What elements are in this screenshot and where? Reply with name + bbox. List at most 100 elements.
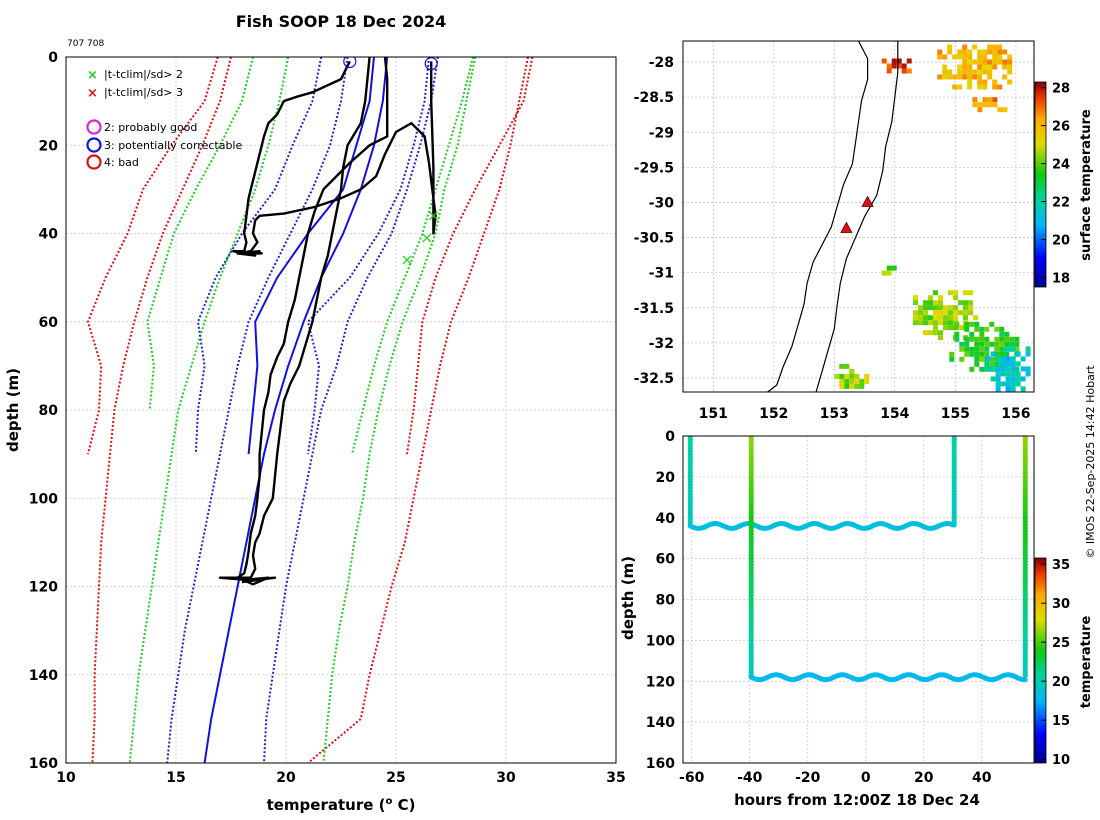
sst-pixel [964, 351, 970, 357]
sst-pixel [979, 351, 985, 357]
sst-pixel [1010, 386, 1016, 392]
clim-2sd-line [351, 57, 474, 455]
sst-pixel [947, 74, 953, 80]
profile-legend: × |t-tclim|/sd> 2 × |t-tclim|/sd> 3 2: p… [86, 68, 242, 170]
sst-pixel [937, 74, 943, 80]
profile-ytick-label: 160 [29, 756, 58, 772]
map-ytick-label: -32.5 [634, 371, 674, 387]
sst-pixel [984, 346, 990, 352]
coastline [767, 41, 869, 392]
sst-pixel [1015, 351, 1021, 357]
sst-pixel [963, 300, 968, 306]
td-ytick-label: 0 [665, 429, 675, 445]
sst-pixel [954, 336, 960, 342]
map-xtick-label: 152 [759, 406, 788, 422]
sst-pixel [948, 325, 953, 331]
sst-pixel [963, 310, 968, 316]
sst-pixel [987, 102, 993, 108]
sst-pixel [1000, 356, 1006, 362]
sst-pixel [948, 320, 953, 326]
legend-marker-1: × [87, 86, 98, 101]
sst-pixel [1004, 331, 1010, 337]
sst-pixel [938, 310, 943, 316]
sst-pixel [997, 84, 1003, 90]
sst-pixel [1005, 346, 1011, 352]
sst-pixel [969, 321, 975, 327]
sst-pixel [1015, 361, 1021, 367]
sst-pixel [891, 265, 897, 271]
sst-pixel [1025, 346, 1031, 352]
td-ytick-label: 80 [656, 593, 676, 609]
legend-label-1: |t-tclim|/sd> 3 [104, 86, 183, 99]
sst-pixel [992, 102, 998, 108]
map-xtick-label: 151 [699, 406, 728, 422]
legend-label-0: |t-tclim|/sd> 2 [104, 68, 183, 81]
clim-2sd-line [128, 57, 290, 763]
map-frame [682, 40, 1035, 393]
outlier-x-marker [422, 233, 432, 243]
sst-pixel [918, 305, 923, 311]
sst-pixel [938, 295, 943, 301]
sst-pixel [974, 346, 980, 352]
sst-pixel [963, 290, 968, 296]
sst-pixel [964, 321, 970, 327]
map-colorbar-tick-label: 26 [1052, 120, 1070, 135]
sst-pixel [957, 64, 963, 70]
sst-pixel [938, 300, 943, 306]
sst-pixel [901, 63, 907, 69]
sst-pixel [1015, 381, 1021, 387]
sst-pixel [923, 300, 928, 306]
sst-pixel [859, 378, 865, 384]
sst-pixel [949, 351, 955, 357]
td-ytick-label: 20 [656, 470, 676, 486]
sst-pixel [962, 59, 968, 65]
sst-pixel [906, 58, 912, 64]
sst-pixel [979, 356, 985, 362]
sst-pixel [1015, 371, 1021, 377]
map-ytick-label: -28.5 [634, 90, 674, 106]
sst-pixel [918, 315, 923, 321]
sst-pixel [938, 315, 943, 321]
sst-pixel [1005, 356, 1011, 362]
sst-pixel [928, 320, 933, 326]
profile-xtick-label: 30 [496, 770, 516, 786]
sst-pixel [982, 49, 988, 55]
sst-pixel [967, 64, 973, 70]
sst-pixel [992, 54, 998, 60]
td-sample-point [949, 522, 956, 528]
sst-pixel [1010, 356, 1016, 362]
sst-pixel [1000, 366, 1006, 372]
sst-pixel [968, 300, 973, 306]
sst-pixel [992, 84, 998, 90]
map-xtick-label: 156 [1001, 406, 1030, 422]
sst-pixel [979, 336, 985, 342]
sst-pixel [962, 49, 968, 55]
map-colorbar [1034, 81, 1047, 288]
sst-pixel [999, 336, 1005, 342]
sst-pixel [942, 69, 948, 75]
sst-pixel [995, 376, 1001, 382]
sst-pixel [992, 64, 998, 70]
sst-pixel [969, 366, 975, 372]
td-colorbar-tick-label: 15 [1052, 714, 1070, 729]
sst-pixel [849, 368, 855, 374]
sst-pixel [1009, 341, 1015, 347]
outlier-x-marker [428, 211, 438, 221]
sst-pixel [984, 336, 990, 342]
map-ticks: 151 152 153 154 155 156 -28 -28.5 -29 -29.5 -30 -30… [634, 55, 1031, 422]
sst-pixel [933, 310, 938, 316]
sst-pixel [1009, 336, 1015, 342]
sst-pixel [1010, 346, 1016, 352]
sst-pixel [982, 79, 988, 85]
sst-pixel [987, 97, 993, 103]
sst-pixel [943, 310, 948, 316]
sst-pixel [987, 59, 993, 65]
sst-pixel [839, 363, 845, 369]
observed-profile-line [236, 57, 389, 586]
profile-series [86, 57, 534, 763]
sst-pixel [992, 59, 998, 65]
sst-pixel [974, 356, 980, 362]
profile-ylabel: depth (m) [4, 368, 22, 452]
sst-pixel [1007, 64, 1013, 70]
legend-marker-2 [86, 119, 102, 135]
